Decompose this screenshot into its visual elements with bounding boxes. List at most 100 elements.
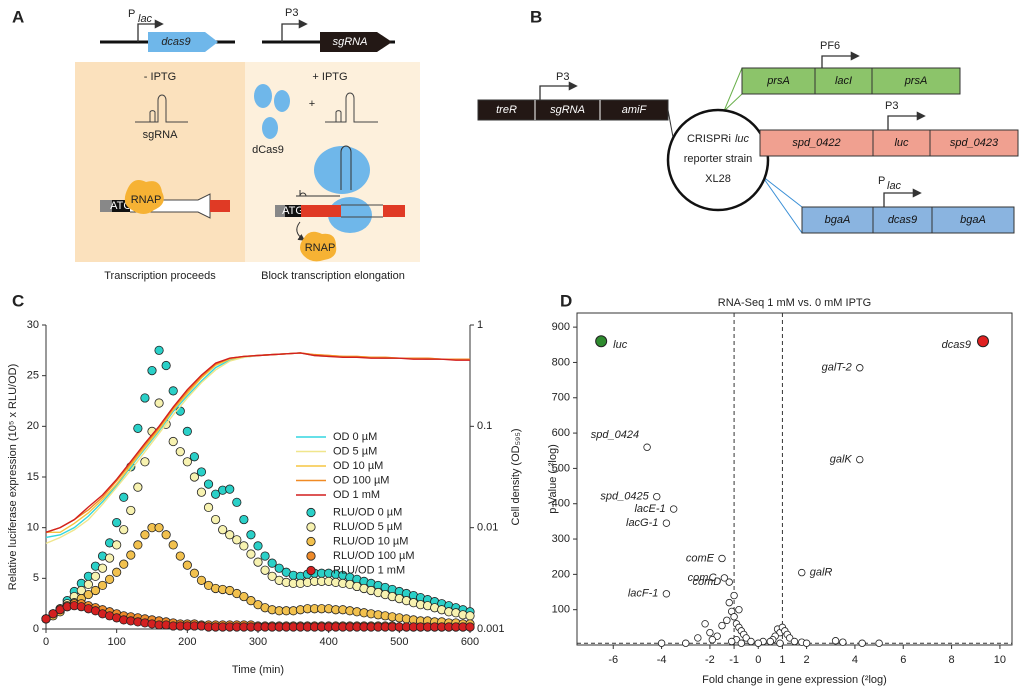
rlu-point <box>175 406 185 416</box>
gene-label: lacF-1 <box>628 588 659 600</box>
gene-label: comD <box>693 576 722 588</box>
y-tick-label: 20 <box>27 420 39 432</box>
dna-part <box>100 200 112 212</box>
od-line <box>45 352 470 545</box>
gene-label: prsA <box>904 75 928 87</box>
rlu-point <box>239 591 249 602</box>
gene-point <box>643 443 651 451</box>
gene-label: lacE-1 <box>634 503 665 515</box>
rnap-label: RNAP <box>305 242 336 254</box>
rlu-point <box>246 549 256 559</box>
rlu-point <box>189 472 199 482</box>
dcas9-complex <box>314 146 370 194</box>
gene-label: bgaA <box>825 214 851 226</box>
x-tick-label: 0 <box>43 636 49 648</box>
legend-label: RLU/OD 1 mM <box>333 564 405 576</box>
highlight-label: luc <box>613 339 628 351</box>
sgrna <box>340 145 352 190</box>
y2-tick-label: 0.01 <box>477 522 498 534</box>
legend-label: OD 0 µM <box>333 431 377 443</box>
rlu-point <box>232 535 242 545</box>
rlu-point <box>83 579 94 590</box>
gene-arrow <box>148 32 218 52</box>
legend-swatch <box>306 522 316 532</box>
gene-point <box>831 637 840 645</box>
promoter-sub: lac <box>138 13 153 25</box>
x-tick-label: -1 <box>729 654 739 666</box>
promoter-label: P <box>128 8 135 20</box>
rlu-point <box>90 571 101 581</box>
y-axis-label: Relative luciferase expression (10⁵ x RL… <box>7 364 19 590</box>
dcas9-label: dCas9 <box>252 144 284 156</box>
rlu-point <box>182 560 192 570</box>
dna-part <box>210 200 230 212</box>
rlu-point <box>196 575 207 585</box>
gene-label: spd_0422 <box>792 137 840 149</box>
gene-point <box>725 598 733 607</box>
legend-label: RLU/OD 10 µM <box>333 535 408 547</box>
x-tick-label: -2 <box>705 654 715 666</box>
rlu-point <box>161 530 171 540</box>
panel-label: B <box>530 7 542 26</box>
gene-point <box>776 639 784 647</box>
rlu-point <box>189 452 199 462</box>
gene-point <box>875 639 883 647</box>
rlu-point <box>211 489 221 499</box>
y-tick-label: 500 <box>552 462 570 474</box>
gene-point <box>657 639 666 647</box>
gene-label: comE <box>686 552 715 564</box>
rlu-point <box>175 447 185 457</box>
od-line <box>45 352 470 533</box>
gene-point <box>737 639 746 647</box>
gene-label: galK <box>830 453 853 465</box>
dna-part <box>383 205 405 217</box>
gene-label: spd_0425 <box>600 491 649 503</box>
x-tick-label: 300 <box>249 636 267 648</box>
highlight-point <box>977 335 989 348</box>
gene-label: lacI <box>835 75 852 87</box>
x-tick-label: 400 <box>319 636 337 648</box>
caption: Block transcription elongation <box>261 270 405 282</box>
gene-label: lacG-1 <box>626 517 658 529</box>
gene-point <box>694 634 702 642</box>
gene-point <box>747 637 755 646</box>
rlu-point <box>140 457 150 467</box>
rlu-point <box>239 514 249 525</box>
legend-swatch <box>306 551 316 561</box>
sgrna <box>296 190 340 197</box>
legend-swatch <box>306 536 316 547</box>
x-axis-label: Time (min) <box>232 664 284 676</box>
promoter <box>887 111 926 130</box>
rlu-point <box>168 540 178 550</box>
dna <box>341 204 383 218</box>
gene-label: sgRNA <box>333 36 368 48</box>
gene-label: treR <box>496 104 517 116</box>
legend-label: OD 5 µM <box>333 445 377 457</box>
promoter <box>821 51 860 68</box>
rnap <box>124 180 164 214</box>
gene-point <box>790 637 799 646</box>
promoter <box>539 81 578 100</box>
gene-point <box>725 578 733 586</box>
x-tick-label: -4 <box>657 654 667 666</box>
gene-point <box>706 628 714 637</box>
gene-point <box>856 364 864 372</box>
rlu-point <box>246 596 256 606</box>
cassette <box>801 206 1015 234</box>
rlu-point <box>112 517 122 528</box>
gene-label: comC <box>688 572 717 584</box>
gene-point <box>718 554 726 563</box>
gene-point <box>798 568 806 577</box>
gene-point <box>856 455 864 464</box>
highlight-point <box>595 335 608 348</box>
y-tick-label: 200 <box>552 568 570 580</box>
gene-point <box>708 636 717 644</box>
rlu-point <box>267 558 277 568</box>
rlu-point <box>133 540 143 550</box>
rlu-point <box>168 436 178 447</box>
legend-swatch <box>306 565 316 576</box>
rlu-point <box>225 530 235 540</box>
strain-label: XL28 <box>705 173 731 185</box>
gene-point <box>754 639 762 647</box>
promoter <box>137 19 164 42</box>
